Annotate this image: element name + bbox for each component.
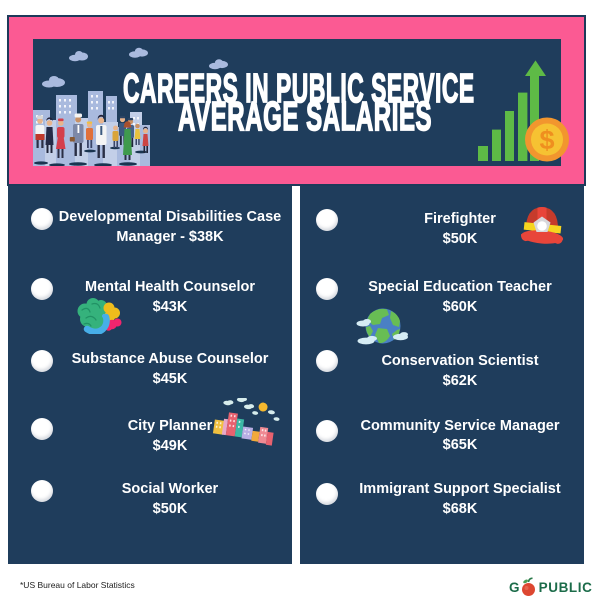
- svg-text:$: $: [539, 125, 554, 155]
